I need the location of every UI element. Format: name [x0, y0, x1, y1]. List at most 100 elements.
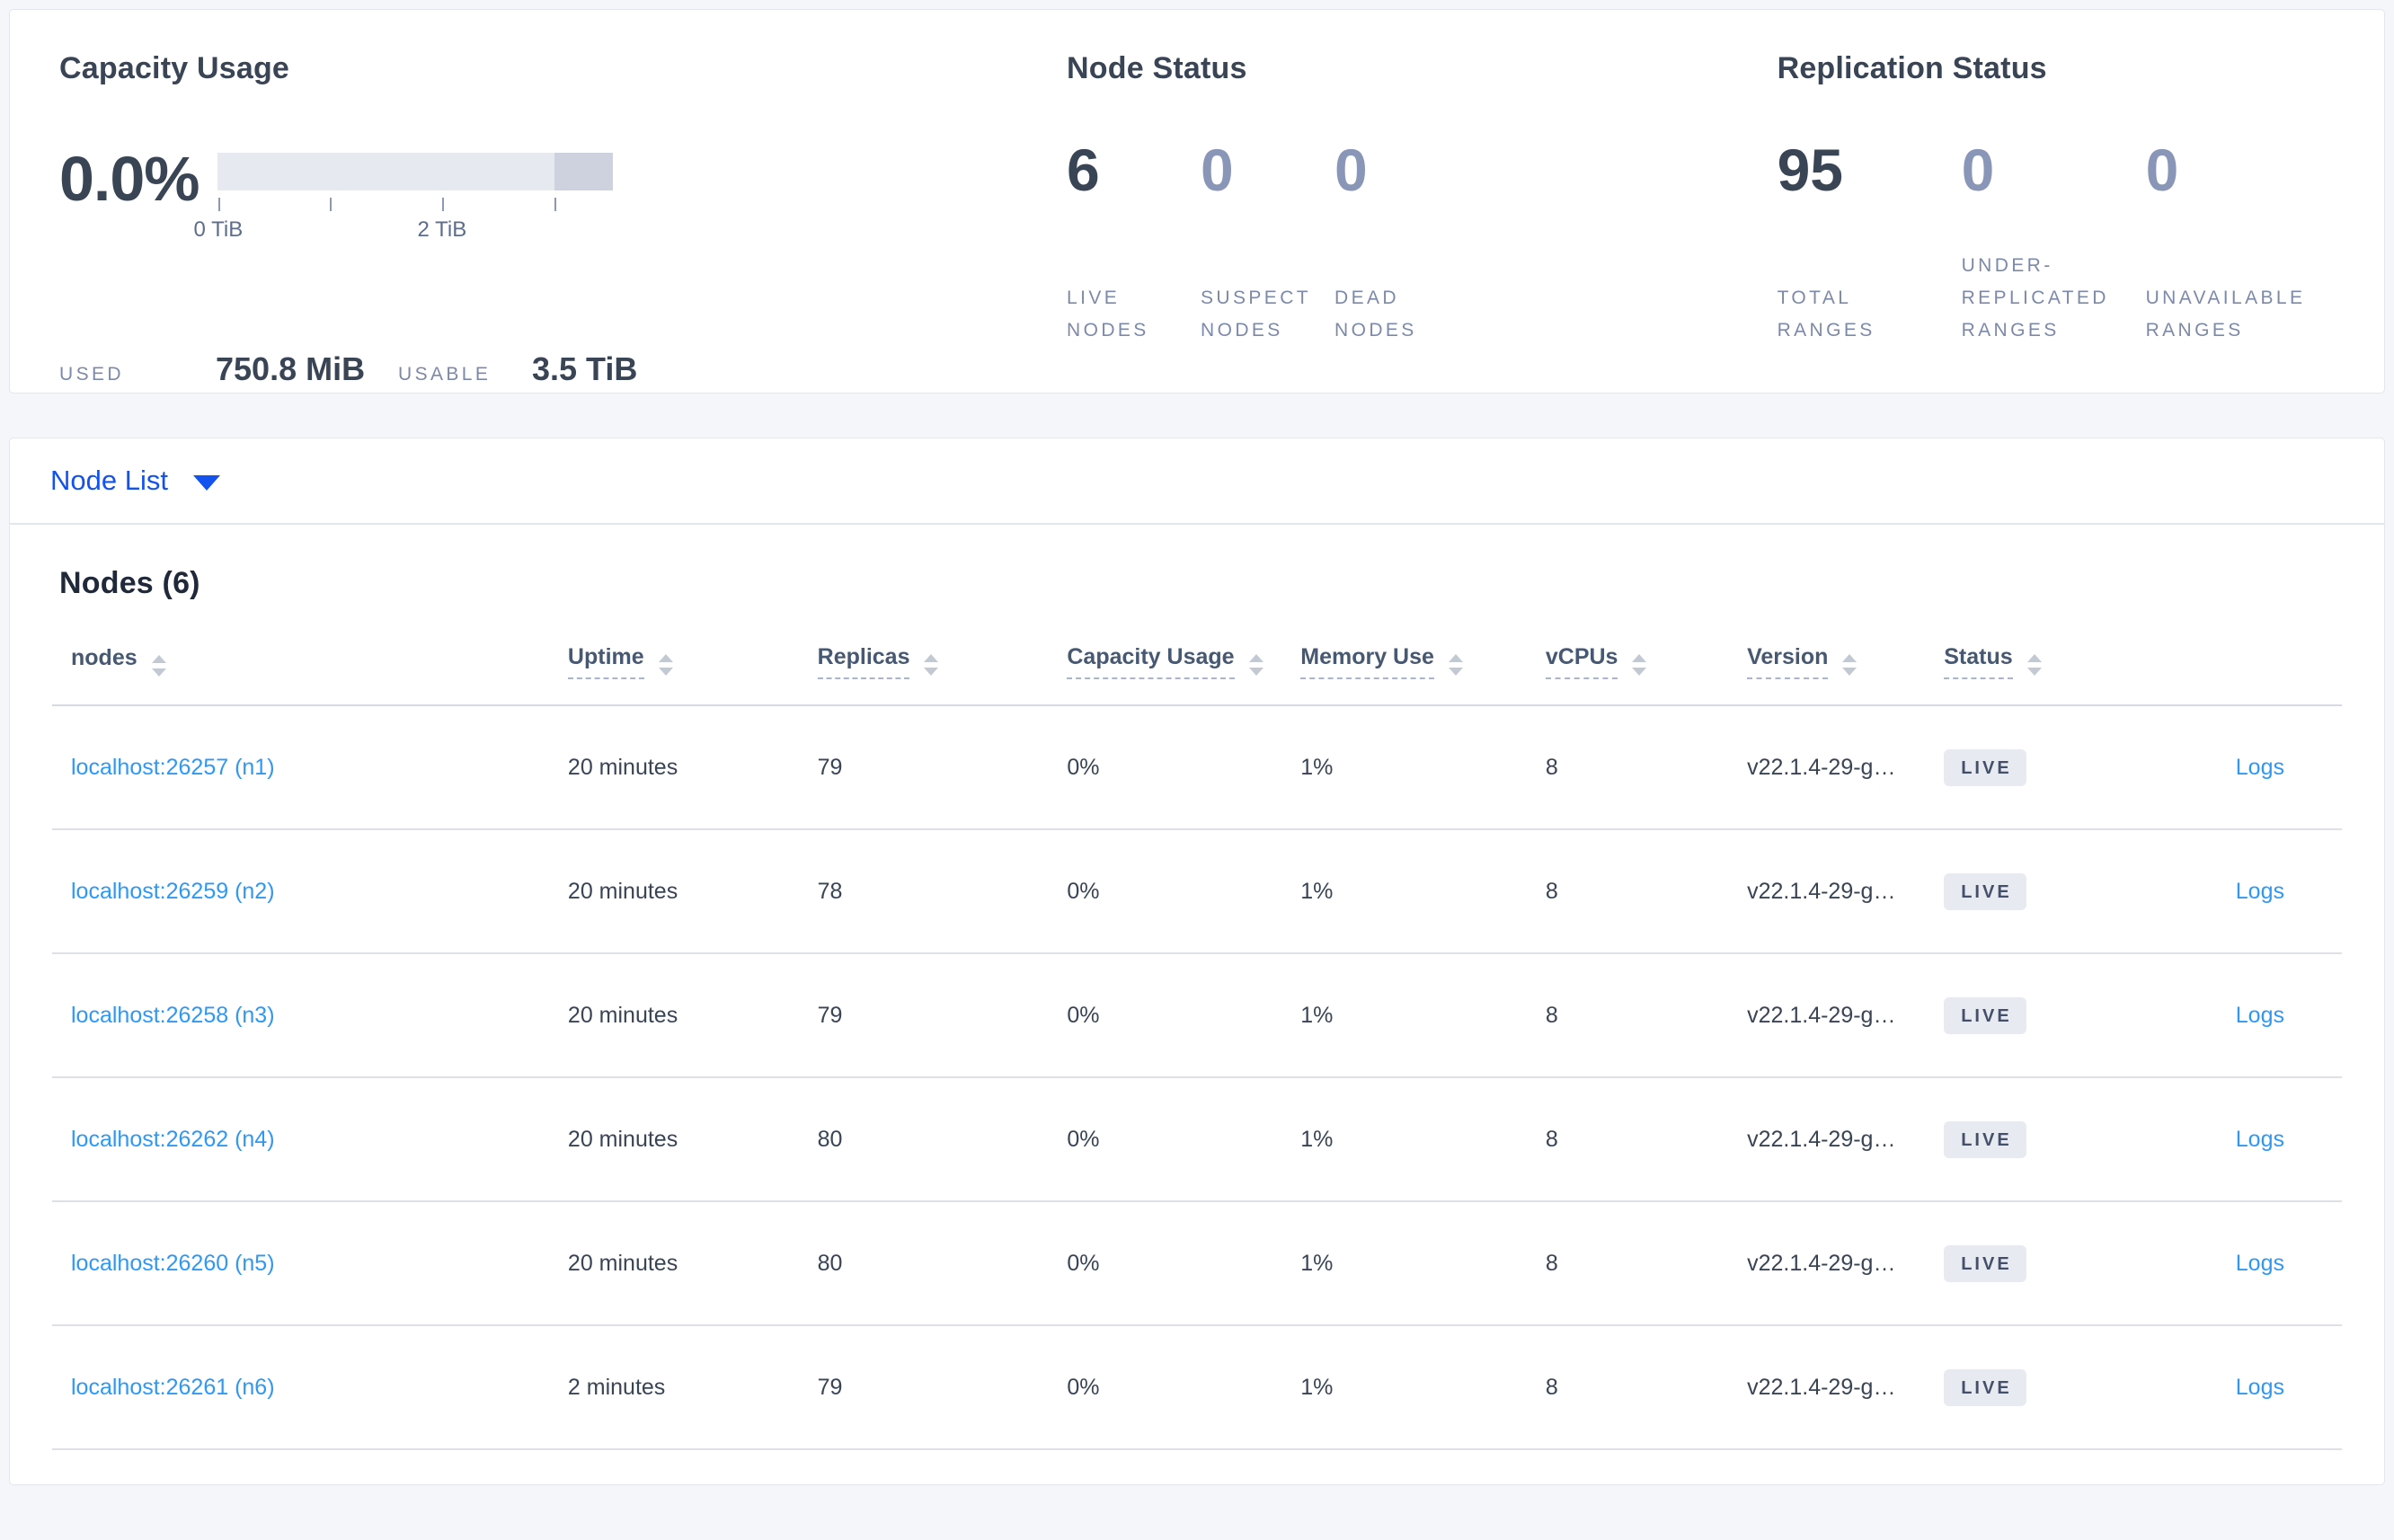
- version-cell: v22.1.4-29-g…: [1728, 1077, 1926, 1202]
- capacity-usage-cell: 0%: [1048, 1201, 1282, 1326]
- logs-link[interactable]: Logs: [2235, 1250, 2284, 1276]
- status-badge: LIVE: [1944, 872, 2026, 910]
- status-badge: LIVE: [1944, 1244, 2026, 1282]
- capacity-bar-chart: 0 TiB 2 TiB: [194, 140, 613, 244]
- total-ranges-stat: 95 TOTAL RANGES: [1778, 140, 1962, 347]
- version-cell: v22.1.4-29-g…: [1728, 1201, 1926, 1326]
- capacity-bar-usable-segment: [217, 153, 554, 190]
- chevron-down-icon: [192, 474, 220, 491]
- logs-link[interactable]: Logs: [2235, 754, 2284, 780]
- sort-icon[interactable]: [924, 654, 939, 676]
- replication-status-panel: Replication Status 95 TOTAL RANGES 0 UND…: [1778, 51, 2344, 393]
- status-badge: LIVE: [1944, 1368, 2026, 1406]
- capacity-usage-cell: 0%: [1048, 1325, 1282, 1450]
- total-ranges-label: TOTAL RANGES: [1777, 287, 1875, 341]
- axis-tick: [554, 198, 556, 211]
- logs-link[interactable]: Logs: [2235, 878, 2284, 904]
- node-address-link[interactable]: localhost:26259 (n2): [71, 878, 275, 904]
- uptime-cell: 20 minutes: [548, 1201, 799, 1326]
- table-row: localhost:26257 (n1) 20 minutes 79 0% 1%…: [52, 705, 2342, 830]
- cluster-overview-card: Capacity Usage 0.0% 0 TiB: [9, 9, 2385, 394]
- node-address-link[interactable]: localhost:26257 (n1): [71, 754, 275, 780]
- replicas-cell: 79: [798, 953, 1049, 1078]
- logs-link[interactable]: Logs: [2235, 1002, 2284, 1028]
- memory-use-cell: 1%: [1281, 1077, 1527, 1202]
- node-address-link[interactable]: localhost:26258 (n3): [71, 1002, 275, 1028]
- vcpus-cell: 8: [1526, 1325, 1729, 1450]
- column-header-replicas[interactable]: Replicas: [798, 644, 1049, 706]
- sort-icon[interactable]: [1632, 654, 1647, 676]
- nodes-section-title: Nodes (6): [59, 566, 200, 600]
- node-address-link[interactable]: localhost:26260 (n5): [71, 1250, 275, 1276]
- column-header-uptime[interactable]: Uptime: [548, 644, 799, 706]
- version-cell: v22.1.4-29-g…: [1728, 953, 1926, 1078]
- under-replicated-ranges-value: 0: [1961, 137, 1995, 203]
- replicas-cell: 78: [798, 829, 1049, 954]
- view-switcher-dropdown[interactable]: Node List: [50, 465, 220, 497]
- logs-link[interactable]: Logs: [2235, 1374, 2284, 1400]
- status-badge: LIVE: [1944, 1120, 2026, 1158]
- uptime-cell: 20 minutes: [548, 829, 799, 954]
- capacity-usage-panel: Capacity Usage 0.0% 0 TiB: [59, 51, 1067, 393]
- logs-link[interactable]: Logs: [2235, 1126, 2284, 1152]
- dead-nodes-value: 0: [1334, 137, 1368, 203]
- memory-use-cell: 1%: [1281, 1325, 1527, 1450]
- capacity-usage-cell: 0%: [1048, 705, 1282, 830]
- sort-icon[interactable]: [1448, 654, 1463, 676]
- status-badge: LIVE: [1944, 748, 2026, 786]
- sort-icon[interactable]: [1248, 654, 1264, 676]
- node-address-link[interactable]: localhost:26262 (n4): [71, 1126, 275, 1152]
- axis-tick: [217, 198, 220, 211]
- axis-tick: [441, 198, 444, 211]
- under-replicated-ranges-stat: 0 UNDER-REPLICATED RANGES: [1962, 140, 2146, 347]
- column-header-version[interactable]: Version: [1728, 644, 1926, 706]
- usable-value: 3.5 TiB: [532, 350, 638, 387]
- column-header-memory-use[interactable]: Memory Use: [1281, 644, 1527, 706]
- vcpus-cell: 8: [1526, 1077, 1729, 1202]
- table-row: localhost:26258 (n3) 20 minutes 79 0% 1%…: [52, 953, 2342, 1078]
- sort-icon[interactable]: [2026, 654, 2042, 676]
- capacity-axis-labels: 0 TiB 2 TiB: [194, 217, 613, 244]
- column-header-logs: [2206, 644, 2342, 706]
- uptime-cell: 2 minutes: [548, 1325, 799, 1450]
- unavailable-ranges-label: UNAVAILABLE RANGES: [2145, 287, 2306, 341]
- view-switcher-row: Node List: [10, 438, 2384, 525]
- live-nodes-label: LIVE NODES: [1067, 287, 1149, 341]
- memory-use-cell: 1%: [1281, 1201, 1527, 1326]
- used-value: 750.8 MiB: [216, 350, 366, 387]
- capacity-usage-cell: 0%: [1048, 1077, 1282, 1202]
- capacity-summary: USED 750.8 MiB USABLE 3.5 TiB: [59, 350, 1067, 388]
- sort-icon[interactable]: [151, 655, 166, 677]
- uptime-cell: 20 minutes: [548, 1077, 799, 1202]
- live-nodes-value: 6: [1067, 137, 1100, 203]
- node-status-title: Node Status: [1067, 51, 1247, 85]
- dead-nodes-label: DEAD NODES: [1334, 287, 1417, 341]
- suspect-nodes-value: 0: [1201, 137, 1234, 203]
- under-replicated-ranges-label: UNDER-REPLICATED RANGES: [1961, 254, 2109, 341]
- capacity-bar: [217, 153, 613, 190]
- version-cell: v22.1.4-29-g…: [1728, 1325, 1926, 1450]
- column-header-nodes[interactable]: nodes: [52, 644, 549, 706]
- capacity-usage-cell: 0%: [1048, 953, 1282, 1078]
- table-header-row: nodes Uptime Replicas Capacity Usage Mem…: [52, 644, 2342, 706]
- node-list-card: Node List Nodes (6) nodes Uptime Replica…: [9, 438, 2385, 1485]
- table-row: localhost:26260 (n5) 20 minutes 80 0% 1%…: [52, 1201, 2342, 1326]
- capacity-usage-title: Capacity Usage: [59, 51, 290, 85]
- column-header-status[interactable]: Status: [1925, 644, 2207, 706]
- node-address-link[interactable]: localhost:26261 (n6): [71, 1374, 275, 1400]
- capacity-bar-nonusable-segment: [554, 153, 613, 190]
- column-header-vcpus[interactable]: vCPUs: [1526, 644, 1729, 706]
- nodes-table: nodes Uptime Replicas Capacity Usage Mem…: [52, 644, 2342, 1450]
- vcpus-cell: 8: [1526, 953, 1729, 1078]
- memory-use-cell: 1%: [1281, 829, 1527, 954]
- replicas-cell: 79: [798, 705, 1049, 830]
- node-status-panel: Node Status 6 LIVE NODES 0 SUSPECT NODES…: [1067, 51, 1778, 393]
- dead-nodes-stat: 0 DEAD NODES: [1334, 140, 1468, 347]
- sort-icon[interactable]: [658, 654, 673, 676]
- axis-tick-label: 0 TiB: [193, 217, 244, 242]
- sort-icon[interactable]: [1842, 654, 1858, 676]
- column-header-capacity-usage[interactable]: Capacity Usage: [1048, 644, 1282, 706]
- memory-use-cell: 1%: [1281, 953, 1527, 1078]
- unavailable-ranges-value: 0: [2145, 137, 2179, 203]
- capacity-used-percent: 0.0%: [59, 144, 200, 214]
